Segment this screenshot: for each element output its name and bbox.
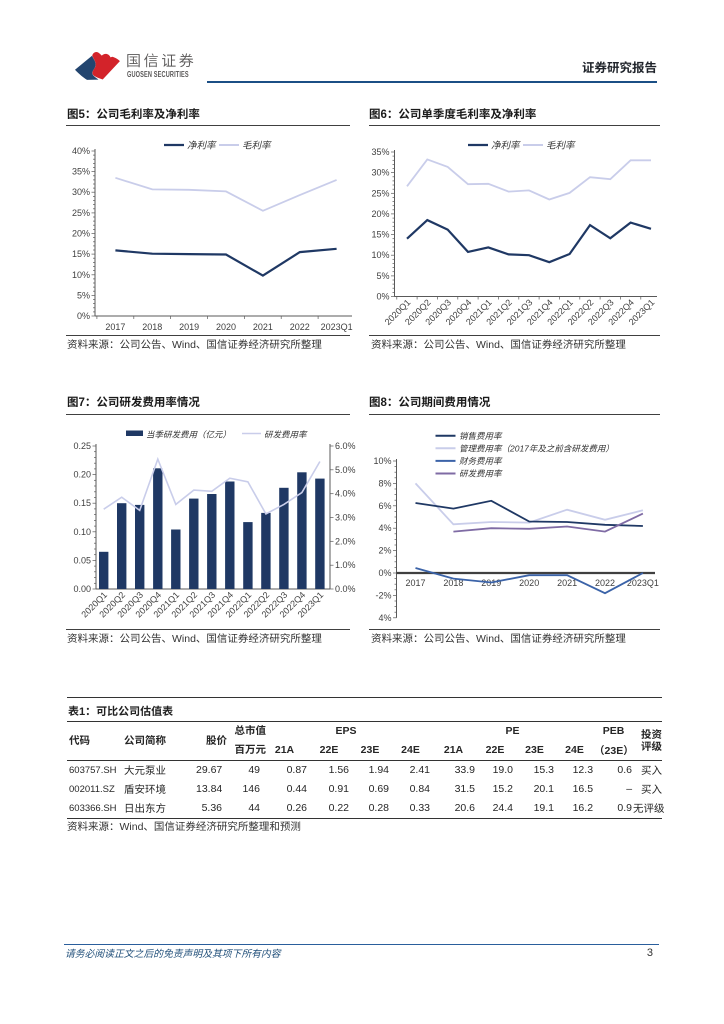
svg-text:30%: 30% xyxy=(72,187,90,197)
svg-text:2020: 2020 xyxy=(216,322,236,332)
svg-text:2.0%: 2.0% xyxy=(335,536,356,546)
svg-text:0%: 0% xyxy=(378,568,391,578)
svg-text:0.0%: 0.0% xyxy=(335,584,356,594)
svg-text:2023Q1: 2023Q1 xyxy=(627,578,659,588)
svg-text:0.15: 0.15 xyxy=(73,498,91,508)
svg-text:毛利率: 毛利率 xyxy=(546,140,576,152)
svg-text:6%: 6% xyxy=(378,501,391,511)
svg-text:财务费用率: 财务费用率 xyxy=(459,456,503,466)
svg-text:10%: 10% xyxy=(72,270,90,280)
svg-text:2022: 2022 xyxy=(595,578,615,588)
svg-text:15%: 15% xyxy=(371,230,389,240)
svg-text:2017: 2017 xyxy=(105,322,125,332)
svg-text:4%: 4% xyxy=(378,613,391,623)
svg-text:2020: 2020 xyxy=(519,578,539,588)
svg-text:35%: 35% xyxy=(371,147,389,157)
svg-text:40%: 40% xyxy=(72,146,90,156)
svg-text:2022: 2022 xyxy=(290,322,310,332)
svg-text:20%: 20% xyxy=(371,209,389,219)
svg-text:0.00: 0.00 xyxy=(73,584,91,594)
svg-text:6.0%: 6.0% xyxy=(335,441,356,451)
svg-text:8%: 8% xyxy=(378,478,391,488)
svg-text:10%: 10% xyxy=(371,250,389,260)
svg-text:30%: 30% xyxy=(371,168,389,178)
svg-text:销售费用率: 销售费用率 xyxy=(459,431,503,441)
svg-text:净利率: 净利率 xyxy=(491,140,521,152)
svg-text:20%: 20% xyxy=(72,229,90,239)
svg-text:15%: 15% xyxy=(72,249,90,259)
svg-text:2019: 2019 xyxy=(179,322,199,332)
svg-text:0.20: 0.20 xyxy=(73,470,91,480)
svg-text:25%: 25% xyxy=(371,188,389,198)
svg-text:2021: 2021 xyxy=(557,578,577,588)
svg-text:管理费用率（2017年及之前含研发费用）: 管理费用率（2017年及之前含研发费用） xyxy=(459,444,614,454)
svg-text:2017: 2017 xyxy=(405,578,425,588)
svg-text:4.0%: 4.0% xyxy=(335,489,356,499)
svg-text:10%: 10% xyxy=(373,456,391,466)
svg-text:2018: 2018 xyxy=(142,322,162,332)
svg-text:0.25: 0.25 xyxy=(73,441,91,451)
svg-text:-2%: -2% xyxy=(375,590,391,600)
svg-text:当季研发费用（亿元）: 当季研发费用（亿元） xyxy=(146,430,231,440)
svg-text:2018: 2018 xyxy=(443,578,463,588)
svg-text:研发费用率: 研发费用率 xyxy=(264,430,308,440)
svg-text:2023Q1: 2023Q1 xyxy=(321,322,353,332)
svg-text:0%: 0% xyxy=(376,292,389,302)
svg-text:2021: 2021 xyxy=(253,322,273,332)
svg-text:2%: 2% xyxy=(378,546,391,556)
svg-text:0.10: 0.10 xyxy=(73,527,91,537)
svg-text:毛利率: 毛利率 xyxy=(242,140,272,152)
svg-text:0.05: 0.05 xyxy=(73,555,91,565)
svg-text:3.0%: 3.0% xyxy=(335,513,356,523)
svg-text:5%: 5% xyxy=(376,271,389,281)
svg-text:1.0%: 1.0% xyxy=(335,560,356,570)
svg-text:5.0%: 5.0% xyxy=(335,465,356,475)
svg-text:35%: 35% xyxy=(72,167,90,177)
svg-text:0%: 0% xyxy=(77,311,90,321)
svg-text:净利率: 净利率 xyxy=(187,140,217,152)
svg-text:4%: 4% xyxy=(378,523,391,533)
svg-text:研发费用率: 研发费用率 xyxy=(459,469,503,479)
svg-text:25%: 25% xyxy=(72,208,90,218)
svg-text:5%: 5% xyxy=(77,290,90,300)
